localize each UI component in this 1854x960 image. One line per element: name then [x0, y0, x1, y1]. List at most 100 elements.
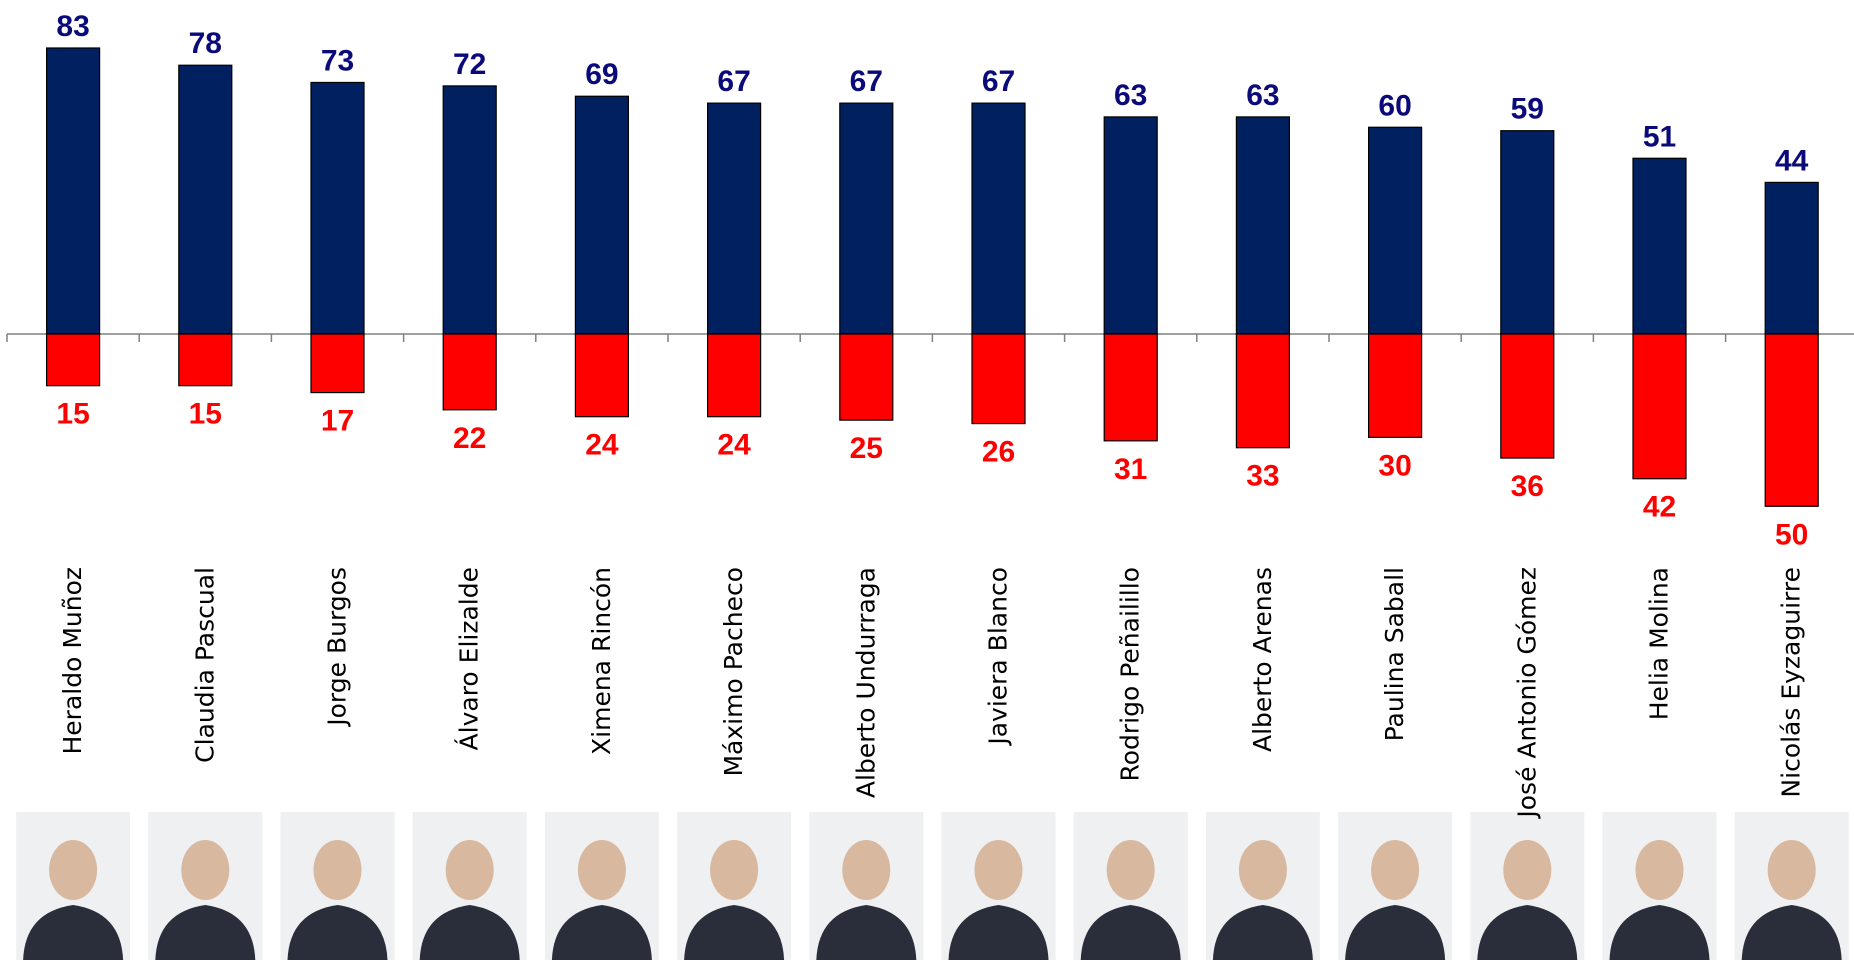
bar [971, 102, 1026, 335]
portrait-body [1609, 905, 1710, 960]
bar [706, 333, 762, 418]
value-label: 15 [56, 398, 89, 431]
bar [1632, 333, 1687, 480]
bar [442, 333, 497, 411]
bar [310, 81, 365, 335]
portrait [1338, 812, 1453, 960]
portrait-body [1080, 905, 1181, 960]
bar [1367, 333, 1423, 438]
bar [1764, 181, 1819, 335]
portrait [1205, 812, 1320, 960]
value-label: 60 [1378, 89, 1411, 122]
portrait-body [1477, 905, 1578, 960]
portrait [1470, 812, 1585, 960]
portrait [1734, 812, 1849, 960]
category-label: Alberto Undurraga [851, 567, 880, 798]
value-label: 24 [717, 429, 751, 462]
bar [178, 333, 233, 387]
portrait-head [445, 840, 494, 900]
portrait-body [1345, 905, 1446, 960]
category-label: Helia Molina [1645, 567, 1674, 720]
portrait-head [1503, 840, 1552, 900]
bar [1367, 126, 1423, 335]
portrait-head [1106, 840, 1155, 900]
bar [1632, 157, 1687, 335]
portrait [1073, 812, 1188, 960]
bar [706, 102, 762, 335]
portrait [280, 812, 395, 960]
category-label: Máximo Pacheco [719, 567, 748, 777]
value-label: 78 [189, 27, 222, 60]
bar [839, 333, 894, 421]
portrait-head [710, 840, 759, 900]
portrait [544, 812, 659, 960]
value-label: 83 [56, 10, 89, 43]
bar [574, 95, 630, 335]
bar [310, 333, 365, 394]
portrait [677, 812, 792, 960]
portrait-body [23, 905, 124, 960]
portrait-body [948, 905, 1049, 960]
value-label: 15 [189, 398, 222, 431]
bar [1500, 333, 1555, 459]
bar [178, 64, 233, 335]
value-label: 73 [321, 44, 354, 77]
value-label: 67 [850, 65, 883, 98]
portrait-head [313, 840, 362, 900]
portrait-head [49, 840, 98, 900]
portrait [16, 812, 131, 960]
portrait [809, 812, 924, 960]
portrait-head [181, 840, 230, 900]
category-label: Jorge Burgos [323, 567, 352, 728]
portrait-body [1741, 905, 1842, 960]
portrait-head [1767, 840, 1816, 900]
bar [1764, 333, 1819, 507]
value-label: 63 [1246, 79, 1279, 112]
value-label: 25 [850, 432, 883, 465]
bar [1103, 333, 1158, 442]
portrait-head [842, 840, 891, 900]
bar [45, 47, 101, 335]
portrait-body [1212, 905, 1313, 960]
portrait-head [974, 840, 1023, 900]
value-label: 63 [1114, 79, 1147, 112]
portrait-head [577, 840, 626, 900]
value-label: 50 [1775, 518, 1808, 551]
portrait-head [1635, 840, 1684, 900]
value-label: 69 [585, 58, 618, 91]
value-label: 51 [1643, 120, 1676, 153]
bar [45, 333, 101, 387]
portrait [412, 812, 527, 960]
portrait [148, 812, 263, 960]
category-label: Claudia Pascual [190, 567, 219, 763]
photos [16, 812, 1849, 960]
bar [971, 333, 1026, 425]
value-label: 17 [321, 405, 354, 438]
value-label: 67 [717, 65, 750, 98]
bar [1103, 116, 1158, 335]
bar [574, 333, 630, 418]
value-label: 72 [453, 48, 486, 81]
value-label: 24 [585, 429, 619, 462]
portrait-body [155, 905, 256, 960]
category-label: Álvaro Elizalde [455, 567, 484, 750]
value-label: 36 [1511, 470, 1544, 503]
category-label: José Antonio Gómez [1512, 567, 1541, 820]
category-label: Alberto Arenas [1248, 567, 1277, 752]
category-label: Javiera Blanco [984, 567, 1013, 747]
bar [1235, 333, 1291, 449]
value-label: 30 [1378, 449, 1411, 482]
bar [1500, 130, 1555, 335]
portrait-body [419, 905, 520, 960]
portrait-body [816, 905, 917, 960]
value-label: 44 [1775, 144, 1809, 177]
value-label: 22 [453, 422, 486, 455]
bar [1235, 116, 1291, 335]
category-label: Ximena Rincón [587, 567, 616, 755]
category-label: Heraldo Muñoz [58, 567, 87, 755]
value-label: 59 [1511, 93, 1544, 126]
portrait-head [1238, 840, 1287, 900]
value-label: 26 [982, 436, 1015, 469]
